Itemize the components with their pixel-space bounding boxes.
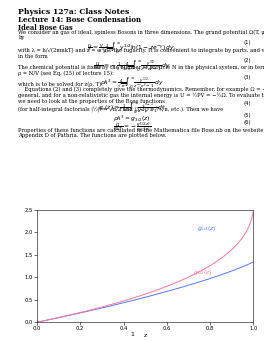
Text: (2): (2): [243, 58, 251, 63]
Text: $g_n(z) = \frac{1}{\Gamma(n)}\int_0^\infty\frac{t^{n-1}}{z^{-1}e^t-1}\,dt$: $g_n(z) = \frac{1}{\Gamma(n)}\int_0^\inf…: [98, 101, 166, 116]
Text: We consider an gas of ideal, spinless Bosons in three dimensions. The grand pote: We consider an gas of ideal, spinless Bo…: [18, 29, 264, 40]
Text: 1: 1: [130, 332, 134, 337]
Text: Lecture 14: Bose Condensation: Lecture 14: Bose Condensation: [18, 16, 142, 24]
Text: $\frac{\Omega}{NkT} = -\frac{g_{5/2}(z)}{g_{3/2}(z)}$: $\frac{\Omega}{NkT} = -\frac{g_{5/2}(z)}…: [113, 120, 151, 134]
Text: Ideal Bose Gas: Ideal Bose Gas: [18, 24, 73, 32]
Text: $\rho\lambda^3 = \frac{4}{\sqrt{\pi}}\int_0^\infty\frac{y^{1/2}}{z^{-1}e^y-1}\,d: $\rho\lambda^3 = \frac{4}{\sqrt{\pi}}\in…: [100, 75, 164, 90]
Text: $\frac{\Omega}{T} = \frac{V}{\lambda^3}\frac{2}{\sqrt{\pi}}\int_0^\infty y^{1/2}: $\frac{\Omega}{T} = \frac{V}{\lambda^3}\…: [87, 40, 177, 55]
Text: $\frac{\Omega}{NkT} = -\frac{1}{\lambda^3}\frac{4}{3\sqrt{\pi}}\int_0^\infty\fra: $\frac{\Omega}{NkT} = -\frac{1}{\lambda^…: [93, 58, 171, 73]
Text: (6): (6): [243, 120, 251, 125]
Text: (for half-integral factorials |½|! = √π/2 and |3/2|! = ¾√π, etc.). Then we have: (for half-integral factorials |½|! = √π/…: [18, 107, 224, 113]
Text: (4): (4): [243, 101, 251, 106]
Text: which is to be solved for z(ρ, T).: which is to be solved for z(ρ, T).: [18, 82, 103, 87]
Text: $\rho\lambda^3 = g_{3/2}(z)$: $\rho\lambda^3 = g_{3/2}(z)$: [113, 113, 151, 123]
Text: Equations (2) and (3) completely give the thermodynamics. Remember, for example : Equations (2) and (3) completely give th…: [18, 87, 264, 104]
Text: (3): (3): [243, 75, 251, 80]
Text: Properties of these functions are calculated in the Mathematica file Bose.nb on : Properties of these functions are calcul…: [18, 128, 264, 138]
Text: $g_{5/2}(z)$: $g_{5/2}(z)$: [197, 225, 217, 233]
Text: (1): (1): [243, 40, 251, 45]
Text: with λ = h/√(2πmkT) and z = e⁻μ/T the fugacity. It is convenient to integrate by: with λ = h/√(2πmkT) and z = e⁻μ/T the fu…: [18, 48, 264, 59]
Text: $g_{3/2}(z)$: $g_{3/2}(z)$: [193, 269, 212, 277]
X-axis label: z: z: [144, 333, 147, 338]
Text: The chemical potential is fixed by the number of particle N in the physical syst: The chemical potential is fixed by the n…: [18, 65, 264, 76]
Text: Physics 127a: Class Notes: Physics 127a: Class Notes: [18, 8, 130, 15]
Text: (5): (5): [243, 113, 251, 118]
